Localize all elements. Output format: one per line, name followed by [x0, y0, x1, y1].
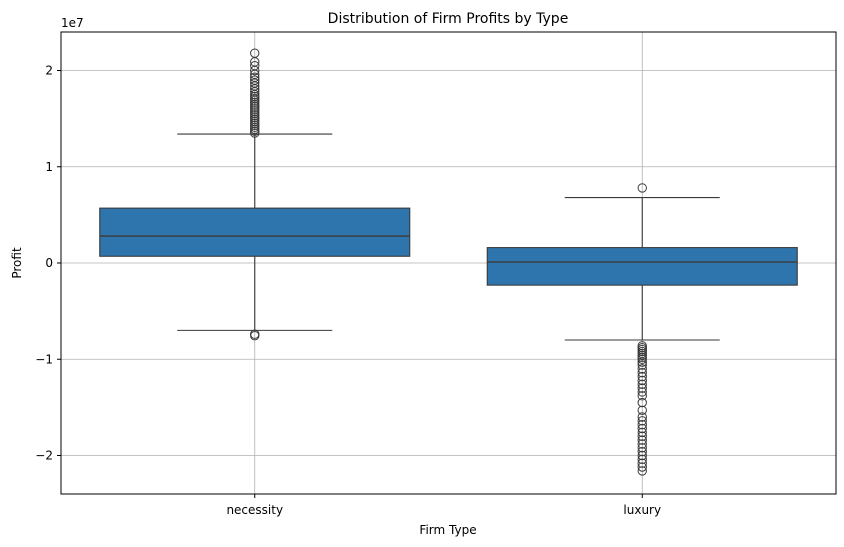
- outlier-point: [637, 397, 647, 408]
- x-axis-label: Firm Type: [419, 523, 476, 537]
- y-tick-label: 1: [45, 160, 53, 174]
- outlier-point: [637, 357, 647, 367]
- outlier-point: [637, 450, 647, 461]
- outlier-point: [637, 391, 647, 401]
- outlier-point: [637, 462, 647, 472]
- ticks-layer: −2 −1 0 1 2 necessity luxury: [35, 64, 661, 518]
- outlier-point: [637, 405, 647, 415]
- outlier-point: [637, 435, 647, 445]
- outlier-point: [637, 364, 647, 374]
- outlier-point: [637, 387, 647, 397]
- y-tick-label: −1: [35, 352, 53, 366]
- outlier-point: [637, 354, 647, 364]
- outlier-point: [250, 329, 260, 339]
- outlier-point: [637, 379, 647, 389]
- box-group-luxury: [486, 183, 798, 476]
- y-tick-label: 2: [45, 64, 53, 78]
- outlier-point: [250, 75, 260, 85]
- outlier-point: [637, 454, 647, 465]
- outlier-point: [637, 431, 647, 441]
- outlier-point: [250, 60, 260, 71]
- outlier-point: [637, 412, 647, 422]
- outlier-point: [637, 427, 647, 438]
- box-group-necessity: [99, 48, 411, 341]
- outlier-point: [637, 371, 647, 382]
- outlier-point: [637, 360, 647, 370]
- box-iqr: [486, 247, 798, 286]
- outlier-point: [637, 443, 647, 453]
- outlier-point: [637, 416, 647, 426]
- outlier-point: [637, 446, 647, 457]
- outlier-point: [637, 420, 647, 430]
- chart-title: Distribution of Firm Profits by Type: [328, 11, 569, 27]
- y-tick-label: −2: [35, 449, 53, 463]
- outlier-point: [637, 423, 647, 434]
- x-tick-label: luxury: [623, 503, 661, 517]
- y-tick-label: 0: [45, 256, 53, 270]
- outlier-point: [250, 72, 260, 82]
- y-axis-label: Profit: [10, 247, 24, 279]
- outlier-point: [250, 48, 260, 58]
- box-iqr: [99, 207, 411, 257]
- outlier-point: [637, 375, 647, 386]
- outlier-point: [637, 439, 647, 449]
- x-tick-label: necessity: [226, 503, 283, 517]
- outlier-point: [637, 466, 647, 476]
- outlier-point: [637, 183, 647, 193]
- box-plot-marks: [99, 48, 798, 476]
- y-offset-label: 1e7: [61, 16, 84, 30]
- outlier-point: [637, 458, 647, 468]
- outlier-point: [637, 368, 647, 378]
- outlier-point: [637, 383, 647, 393]
